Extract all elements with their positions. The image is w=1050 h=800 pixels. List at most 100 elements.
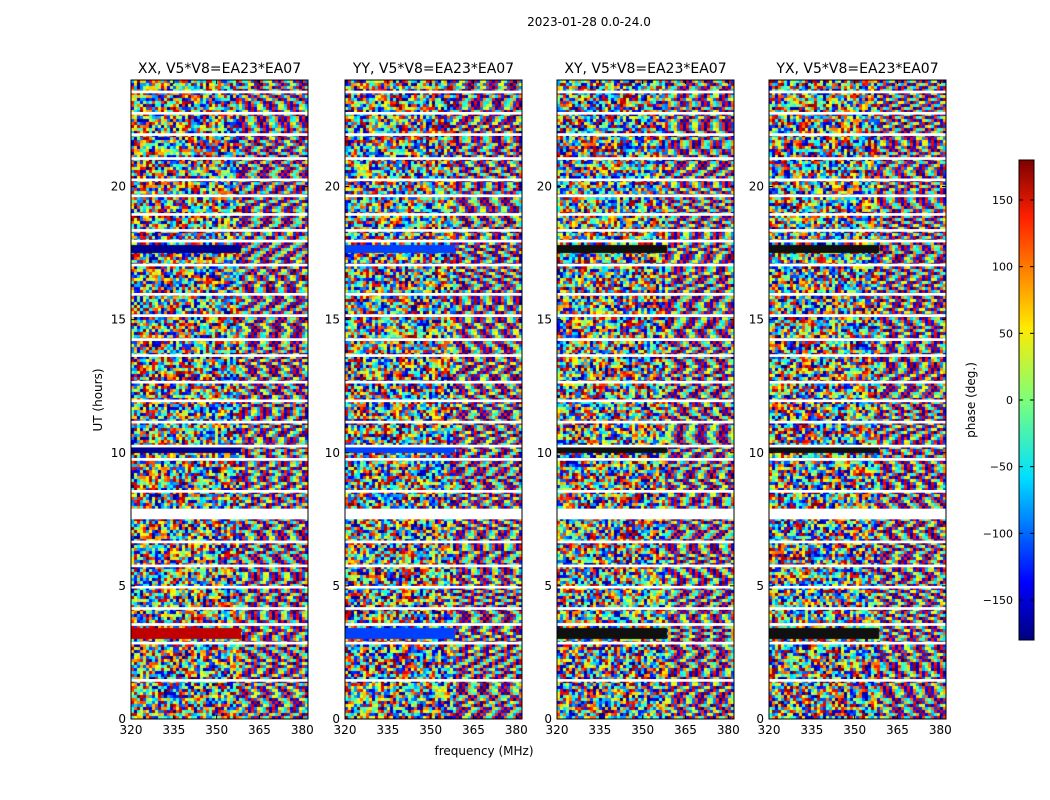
x-tick-label: 320 [758,723,781,737]
flagged-band [769,458,946,461]
flagged-band [345,490,522,493]
panel-title-xx: XX, V5*V8=EA23*EA07 [138,61,301,77]
flagged-band [131,679,308,682]
y-tick-label: 10 [325,446,340,460]
flagged-band [345,607,522,610]
y-tick-label: 5 [544,579,552,593]
y-tick-label: 20 [111,180,126,194]
flagged-band [131,508,308,520]
x-tick-label: 335 [162,723,185,737]
x-tick-label: 350 [419,723,442,737]
flagged-band [557,229,734,232]
flagged-band [345,111,522,115]
flagged-band [557,420,734,424]
flagged-band [345,354,522,357]
colorbar-gradient [1019,160,1034,640]
flagged-band [557,213,734,216]
flagged-band [769,314,946,317]
flagged-band [131,229,308,232]
x-tick-label: 380 [717,723,740,737]
flagged-band [557,90,734,94]
panel-title-yx: YX, V5*V8=EA23*EA07 [775,61,938,77]
flagged-band [769,444,946,448]
y-tick-label: 0 [118,712,126,726]
flagged-band [345,641,522,645]
flagged-band [769,338,946,341]
flagged-band [769,178,946,182]
panel-yy: YY, V5*V8=EA23*EA07 320 335 350 365 380 0 5 10 15… [325,61,528,737]
colorbar: 150 100 50 0 −50 −100 −150 [983,159,1035,641]
flagged-band [131,623,308,626]
flagged-band [769,508,946,520]
flagged-band [769,564,946,568]
flagged-band [345,623,522,626]
flagged-band [345,420,522,424]
flagged-band [345,399,522,403]
y-tick-label: 0 [756,712,764,726]
flagged-band [557,293,734,296]
flagged-band [557,239,734,243]
flagged-band [131,194,308,198]
flagged-band [557,354,734,357]
y-tick-label: 20 [537,180,552,194]
flagged-band [131,420,308,424]
x-axis-label: frequency (MHz) [434,744,533,758]
y-tick-label: 15 [325,313,340,327]
flagged-band [769,194,946,198]
flagged-band [131,157,308,160]
flagged-band [345,178,522,182]
x-tick-label: 335 [588,723,611,737]
flagged-band [557,111,734,115]
x-tick-label: 320 [546,723,569,737]
colorbar-tick-label: −50 [990,461,1013,474]
flagged-band [131,239,308,243]
colorbar-tick-label: −150 [983,594,1013,607]
y-axis-label: UT (hours) [91,368,105,431]
panel-frame [344,79,523,720]
flagged-band [345,585,522,589]
panel-frame [130,79,309,720]
colorbar-tick-label: 150 [992,194,1013,207]
flagged-band [769,420,946,424]
flagged-band [769,111,946,115]
y-tick-label: 0 [544,712,552,726]
flagged-band [557,490,734,493]
flagged-band [131,540,308,544]
flagged-band [769,263,946,267]
flagged-band [557,399,734,403]
x-tick-label: 320 [334,723,357,737]
flagged-band [557,458,734,461]
y-tick-label: 10 [749,446,764,460]
flagged-band [769,623,946,626]
y-tick-label: 5 [756,579,764,593]
flagged-band [345,380,522,384]
flagged-band [131,314,308,317]
flagged-band [131,90,308,94]
colorbar-tick-label: 100 [992,261,1013,274]
x-tick-label: 380 [291,723,314,737]
flagged-band [345,293,522,296]
colorbar-tick-label: 50 [999,327,1013,340]
x-tick-label: 365 [462,723,485,737]
panel-title-yy: YY, V5*V8=EA23*EA07 [352,61,514,77]
figure-title: 2023-01-28 0.0-24.0 [527,15,651,29]
flagged-band [557,380,734,384]
colorbar-tick-label: −100 [983,527,1013,540]
panel-xy: XY, V5*V8=EA23*EA07 320 335 350 365 380 0 5 10 15… [537,61,740,737]
flagged-band [769,239,946,243]
x-tick-label: 380 [929,723,952,737]
flagged-band [557,194,734,198]
flagged-band [131,133,308,136]
y-tick-label: 15 [537,313,552,327]
flagged-band [131,490,308,493]
flagged-band [131,354,308,357]
flagged-band [131,641,308,645]
flagged-band [131,585,308,589]
flagged-band [131,263,308,267]
flagged-band [345,157,522,160]
flagged-band [131,293,308,296]
flagged-band [345,133,522,136]
y-tick-label: 0 [332,712,340,726]
